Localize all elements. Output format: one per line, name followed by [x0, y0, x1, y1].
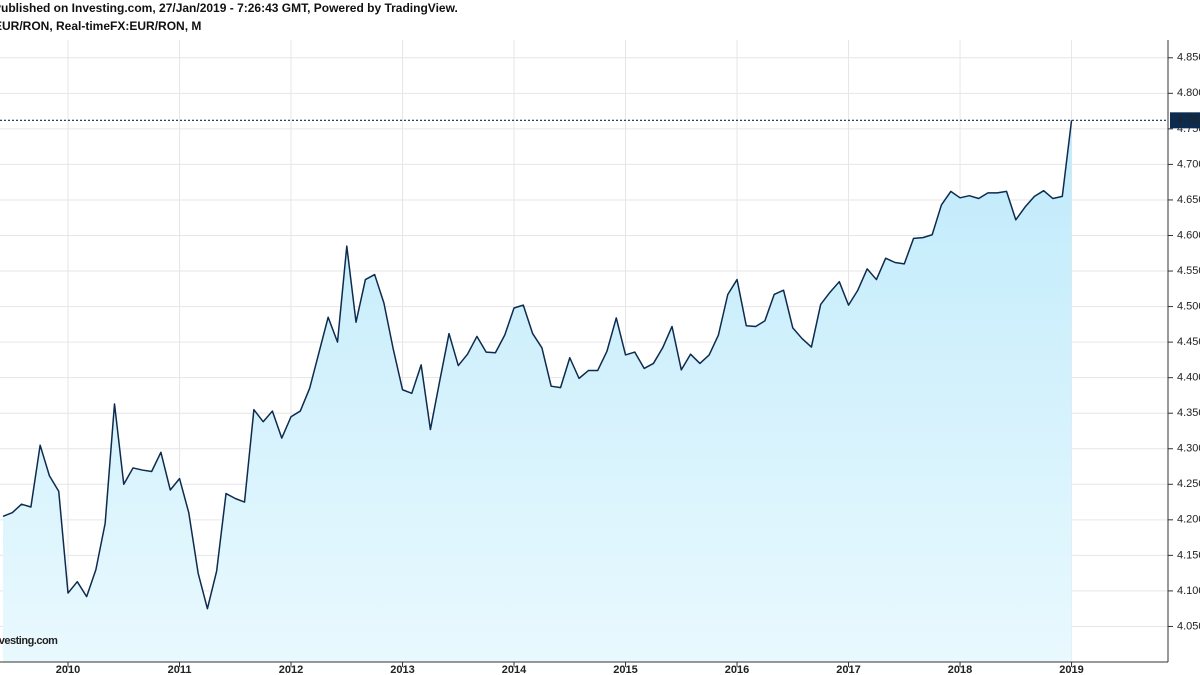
x-tick-label: 2014: [502, 664, 527, 675]
x-tick-label: 2015: [613, 664, 637, 675]
chart-subtitle: EUR/RON, Real-timeFX:EUR/RON, M: [0, 19, 201, 33]
y-tick-label: 4.700: [1177, 158, 1200, 170]
y-tick-label: 4.800: [1177, 87, 1200, 99]
x-tick-label: 2018: [948, 664, 972, 675]
line: [2, 120, 1073, 610]
y-tick-label: 4.250: [1177, 478, 1200, 490]
y-tick-label: 4.850: [1177, 52, 1200, 64]
y-tick-label: 4.450: [1177, 336, 1200, 348]
x-tick-label: 2017: [836, 664, 860, 675]
last-price-box: [1170, 112, 1200, 129]
y-tick-label: 4.150: [1177, 549, 1200, 561]
x-tick-label: 2016: [725, 664, 749, 675]
x-tick-label: 2019: [1059, 664, 1083, 675]
x-tick-label: 2010: [56, 664, 80, 675]
y-tick-label: 4.050: [1177, 620, 1200, 632]
y-tick-label: 4.600: [1177, 229, 1200, 241]
axes: 4.050 4.100 4.150 4.200 4.250 4.300 4.350 4.400…: [0, 40, 1200, 675]
x-tick-label: 2011: [168, 664, 192, 675]
y-tick-label: 4.500: [1177, 300, 1200, 312]
y-tick-label: 4.400: [1177, 372, 1200, 384]
y-tick-label: 4.200: [1177, 514, 1200, 526]
y-tick-label: 4.100: [1177, 585, 1200, 597]
y-tick-label: 4.650: [1177, 194, 1200, 206]
last-price-label: 4.762: [1177, 114, 1200, 126]
plot: [0, 119, 1168, 662]
x-tick-label: 2013: [390, 664, 414, 675]
area: [3, 120, 1072, 662]
y-tick-label: 4.350: [1177, 407, 1200, 419]
y-tick-label: 4.300: [1177, 443, 1200, 455]
y-tick-label: 4.550: [1177, 265, 1200, 277]
watermark: Investing.com: [0, 635, 58, 647]
chart-title: Published on Investing.com, 27/Jan/2019 …: [0, 1, 458, 15]
x-tick-label: 2012: [279, 664, 303, 675]
